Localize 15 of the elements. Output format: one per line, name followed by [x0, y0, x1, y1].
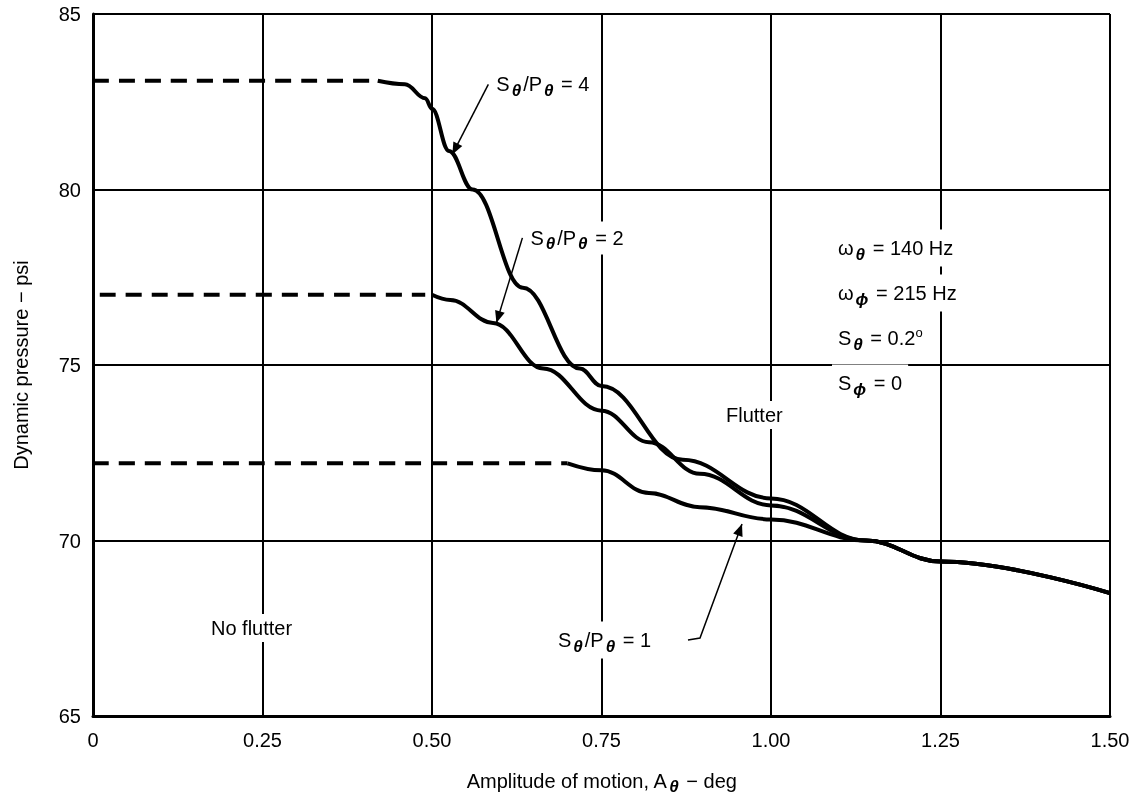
x-tick-label: 1.50	[1090, 729, 1130, 751]
y-tick-label: 70	[58, 529, 81, 552]
x-tick-label: 1.00	[751, 729, 791, 751]
x-tick-label: 0.50	[412, 729, 452, 751]
x-tick-label: 0	[87, 729, 99, 751]
y-axis-title: Dynamic pressure − psi	[10, 260, 32, 470]
y-tick-label: 85	[58, 3, 81, 25]
annotation: No flutter	[211, 617, 293, 639]
x-tick-label: 0.25	[243, 729, 282, 751]
annotation: Flutter	[726, 404, 784, 426]
x-tick-label: 1.25	[921, 729, 960, 751]
x-tick-label: 0.75	[582, 729, 621, 751]
y-tick-label: 75	[58, 354, 81, 376]
y-tick-label: 80	[58, 178, 81, 201]
y-tick-label: 65	[58, 705, 81, 727]
